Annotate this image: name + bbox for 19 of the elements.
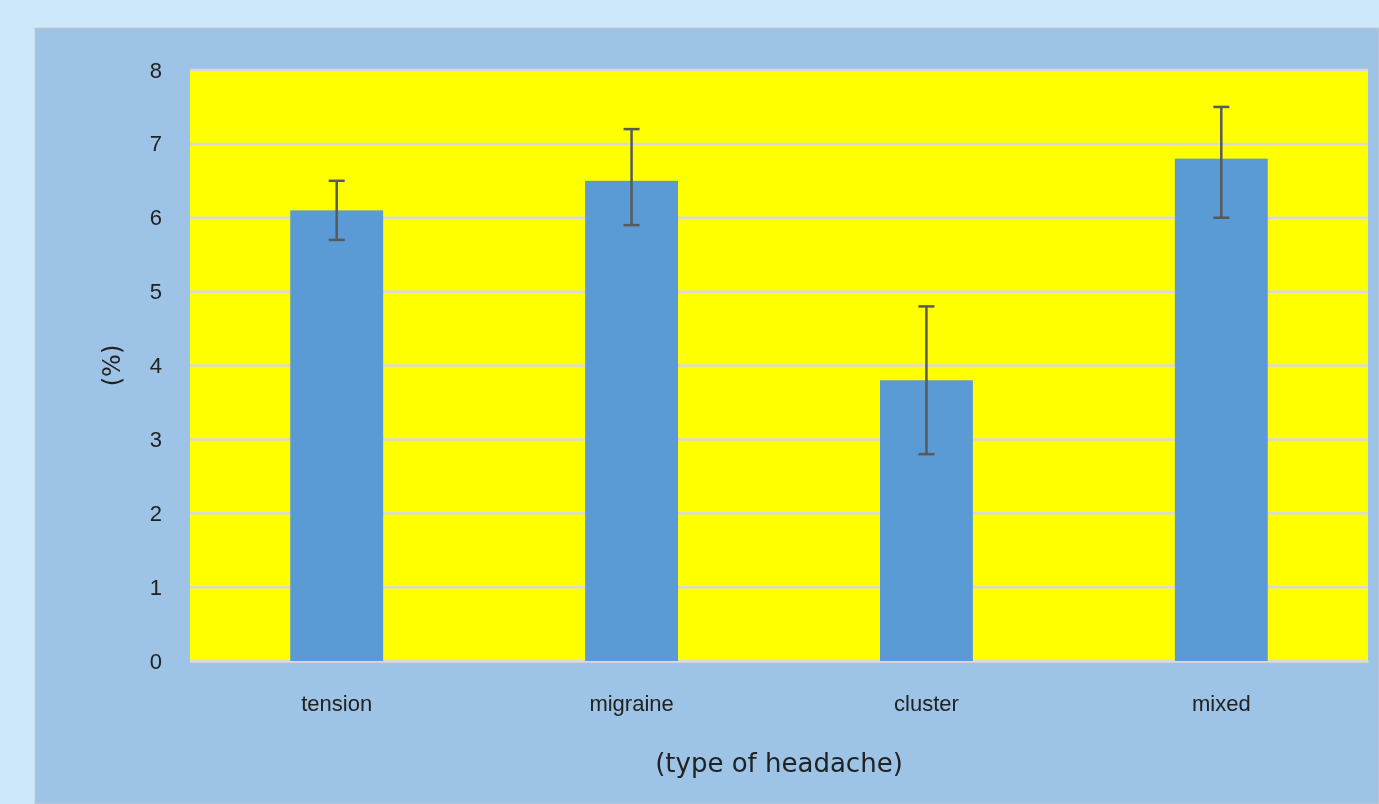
y-tick-label: 4 <box>149 353 162 379</box>
x-tick-label: tension <box>301 690 373 716</box>
bar <box>1174 158 1268 661</box>
y-tick-label: 2 <box>149 500 162 526</box>
x-tick-label: mixed <box>1191 690 1251 716</box>
y-tick-label: 7 <box>149 131 162 157</box>
y-axis-title: (%) <box>98 344 126 387</box>
x-tick-label: migraine <box>589 690 674 716</box>
x-axis-title: (type of headache) <box>655 748 903 778</box>
x-tick-label: cluster <box>894 690 959 716</box>
bar <box>879 380 973 661</box>
y-tick-label: 8 <box>149 57 162 83</box>
y-tick-label: 0 <box>149 648 162 674</box>
y-tick-label: 6 <box>149 205 162 231</box>
y-tick-label: 5 <box>149 279 162 305</box>
y-tick-label: 1 <box>149 574 162 600</box>
bar <box>290 210 384 661</box>
y-tick-label: 3 <box>149 426 162 452</box>
bar <box>585 180 679 661</box>
